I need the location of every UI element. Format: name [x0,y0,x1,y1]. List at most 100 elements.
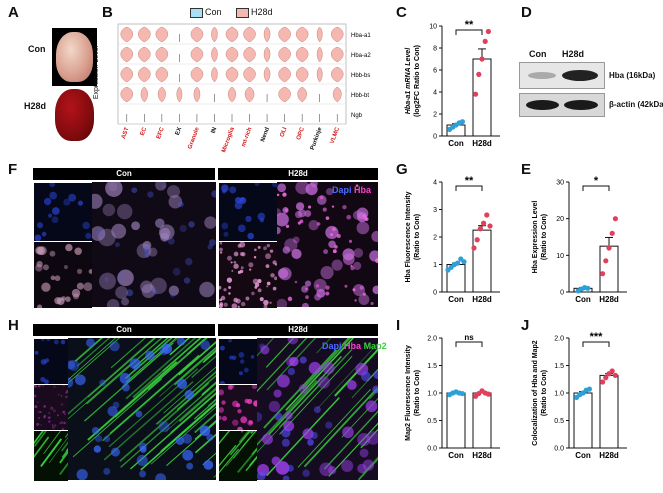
blot-actin-label: β-actin (42kDa) [609,100,663,109]
y-axis-label-secondary: (Ratio to Con) [541,370,548,416]
neurite-fiber [360,428,378,449]
cell-nucleus [305,287,308,291]
cell-nucleus [155,218,165,229]
neurite-fiber [351,369,378,399]
neurite-fiber [301,338,352,390]
violin-shape [157,86,166,103]
neurite-fiber [245,456,257,472]
y-tick-label: 8 [433,46,437,53]
gene-label: Ngb [351,113,363,119]
violin-shape [120,66,134,83]
cell-nucleus [371,230,378,243]
cell-nucleus [373,370,378,380]
cell-nucleus [228,286,232,290]
cell-type-label: EX [175,127,183,137]
y-tick-label: 0 [560,290,564,297]
significance-label: ns [464,333,474,342]
neurite-fiber [68,338,120,384]
cell-nucleus [273,389,282,398]
panel-label-b: B [102,4,113,21]
cell-nucleus [152,289,158,296]
cell-nucleus [160,232,170,242]
cell-nucleus [219,251,223,254]
cell-nucleus [54,275,61,282]
legend-con-label: Con [205,7,222,17]
y-tick-label: 0.5 [427,418,437,425]
significance-label: *** [590,331,604,343]
cell-nucleus [292,236,300,244]
cell-nucleus [260,345,270,355]
cell-nucleus [237,270,241,274]
data-point [609,368,615,374]
cell-nucleus [331,259,343,271]
cell-nucleus [331,227,337,232]
cell-nucleus [43,197,52,206]
data-point [476,71,482,77]
cell-nucleus [240,266,244,270]
panel-f-hba-label: Hba [354,185,372,195]
cell-nucleus [310,431,318,440]
x-tick-label: Con [448,295,464,304]
panel-f-con-merge [92,182,216,307]
panel-h-map2-label: Map2 [363,341,387,351]
cell-nucleus [161,184,166,189]
cell-nucleus [265,253,272,260]
cell-nucleus [251,291,255,296]
cell-nucleus [320,265,334,280]
cell-nucleus [248,420,253,425]
neurite-fiber [155,370,216,425]
cell-nucleus [86,338,95,348]
cell-nucleus [325,216,330,220]
cell-nucleus [238,352,245,358]
neurite-fiber [194,412,216,434]
cell-nucleus [237,409,242,414]
cell-nucleus [219,415,222,420]
cell-nucleus [178,201,184,207]
neurite-fiber [170,392,216,433]
neurite-fiber [285,338,355,411]
cell-nucleus [369,250,378,262]
cell-nucleus [104,277,109,282]
panel-h-h28d-dapi [218,338,258,385]
neurite-fiber [150,406,216,465]
cell-nucleus [182,449,194,461]
cell-nucleus [82,221,90,230]
cell-nucleus [162,343,173,354]
neurite-fiber [162,338,202,372]
cell-nucleus [316,195,327,205]
cell-nucleus [68,193,77,202]
neurite-fiber [110,338,146,369]
cell-nucleus [49,250,56,257]
cell-nucleus [199,425,211,437]
data-point [606,245,612,251]
x-tick-label: H28d [599,295,619,304]
violin-shape [155,46,169,63]
chart-panel-i: Map2 Fluorescence Intensity (Ratio to Con… [405,333,500,460]
cell-nucleus [230,261,233,264]
bar-h28d [472,392,492,449]
cell-nucleus [219,389,225,396]
cell-nucleus [121,297,130,306]
y-tick-label: 30 [556,180,564,187]
significance-bracket [455,29,483,35]
significance-label: ** [465,175,474,187]
cell-nucleus [91,427,100,435]
cell-nucleus [37,401,39,404]
violin-shape [332,86,342,103]
cell-nucleus [301,302,309,307]
y-axis-label-secondary: (Ratio to Con) [414,214,421,260]
y-tick-label: 2 [433,112,437,119]
cell-nucleus [211,190,216,198]
x-tick-label: Con [448,451,464,460]
cell-nucleus [219,407,225,413]
neurite-fiber [72,378,163,458]
panel-a-con-label: Con [28,44,46,54]
neurite-fiber [43,431,61,455]
y-tick-label: 1.0 [427,391,437,398]
cell-nucleus [74,247,82,255]
cell-nucleus [319,195,324,200]
violin-shape [193,86,201,103]
cell-nucleus [136,243,152,259]
cell-nucleus [219,247,223,252]
cell-nucleus [77,200,84,206]
